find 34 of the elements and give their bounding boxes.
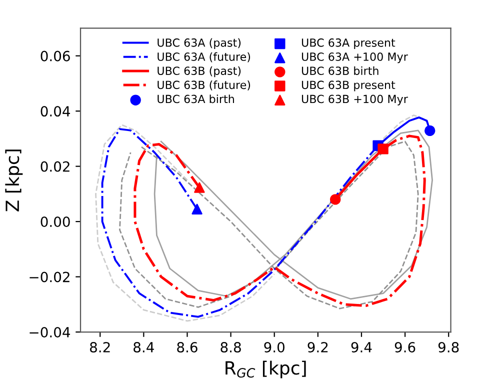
x-tick-label: 8.6 — [177, 342, 198, 352]
legend-label: UBC 63A (future) — [158, 52, 250, 62]
y-tick-label: −0.02 — [30, 272, 70, 282]
legend-label: UBC 63A (past) — [158, 38, 241, 49]
point — [424, 125, 436, 136]
x-tick-label: 9.4 — [351, 342, 372, 352]
y-tick-label: 0.04 — [40, 106, 70, 117]
legend-label: UBC 63B (past) — [158, 66, 241, 78]
x-axis-title: R$_{GC}$ [kpc] — [226, 360, 306, 378]
y-tick-label: 0.06 — [40, 50, 70, 62]
x-tick-label: 9.6 — [394, 342, 416, 352]
x-tick-label: 9.8 — [438, 342, 459, 352]
y-axis-title: Z [kpc] — [5, 150, 23, 212]
x-tick-label: 8.4 — [134, 342, 154, 352]
x-tick-label: 9.0 — [264, 342, 284, 352]
legend-label: UBC 63B (future) — [158, 80, 250, 90]
x-tick-label: 8.8 — [220, 342, 241, 352]
point — [330, 194, 341, 205]
y-tick-label: 0.00 — [40, 216, 70, 228]
point — [194, 182, 205, 193]
legend-label: UBC 63A present — [302, 38, 396, 49]
legend-label: UBC 63B birth — [302, 66, 378, 75]
point — [192, 204, 202, 214]
legend-label: UBC 63A +100 Myr — [302, 52, 408, 64]
y-tick-label: −0.04 — [30, 326, 70, 338]
line-series — [95, 124, 276, 322]
x-tick-label: 8.2 — [90, 342, 110, 352]
x-tick-label: 9.2 — [308, 342, 328, 352]
legend-label: UBC 63A birth — [158, 94, 234, 104]
legend-label: UBC 63B present — [302, 80, 396, 92]
point — [378, 144, 388, 154]
line-series — [154, 130, 433, 300]
y-tick-label: 0.02 — [40, 161, 70, 172]
legend-label: UBC 63B +100 Myr — [302, 94, 408, 106]
